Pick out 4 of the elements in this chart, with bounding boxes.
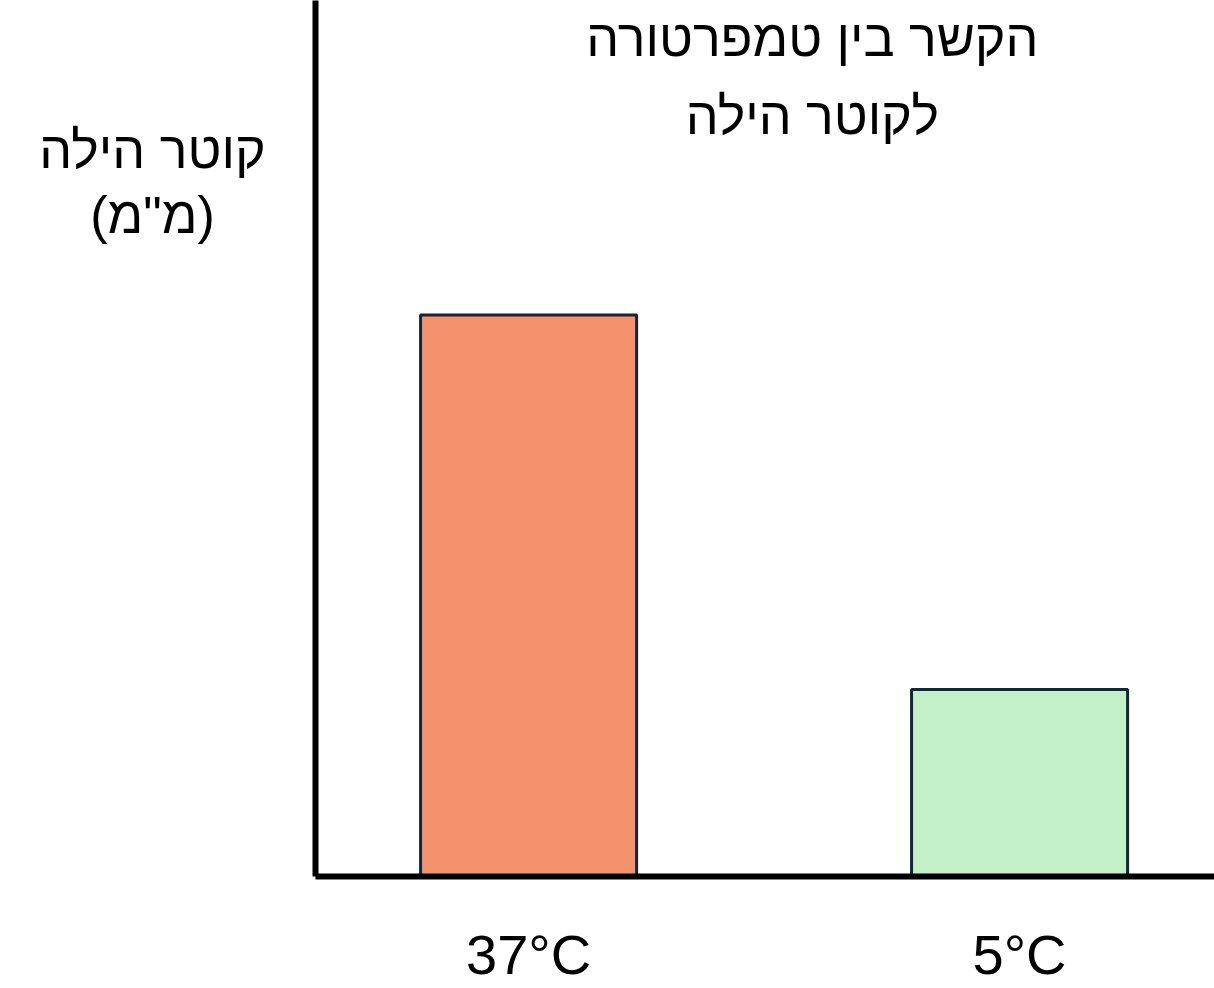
x-tick-label: 5°C (972, 922, 1067, 986)
x-tick-label: 37°C (466, 922, 592, 986)
y-axis-title: קוטר הילה (מ"מ) (39, 120, 266, 246)
chart-title: הקשר בין טמפרטורה לקוטר הילה (586, 8, 1039, 146)
